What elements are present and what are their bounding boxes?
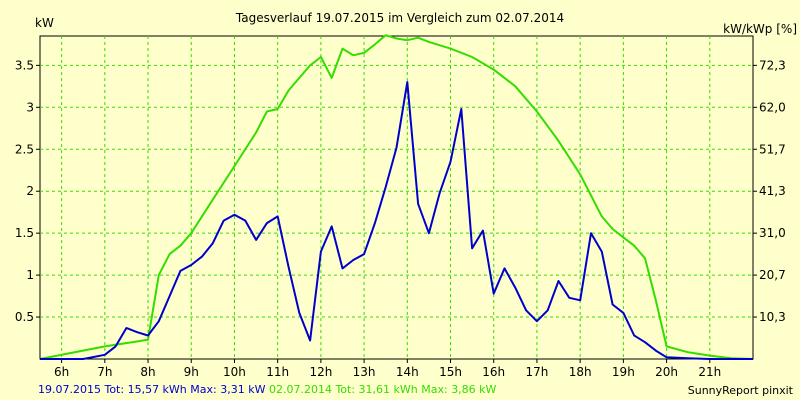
x-tick-label: 9h — [184, 365, 199, 379]
x-tick-label: 16h — [482, 365, 505, 379]
x-tick-label: 8h — [140, 365, 155, 379]
x-tick-label: 14h — [396, 365, 419, 379]
y-tick-label-left: 3.5 — [15, 58, 34, 72]
y-tick-label-right: 10,3 — [759, 310, 786, 324]
y-tick-label-left: 1 — [26, 268, 34, 282]
chart-title: Tagesverlauf 19.07.2015 im Vergleich zum… — [235, 11, 564, 25]
credit-text: SunnyReport pinxit — [687, 384, 793, 397]
series-line — [40, 81, 753, 360]
x-tick-label: 6h — [54, 365, 69, 379]
x-tick-label: 20h — [655, 365, 678, 379]
y-tick-label-right: 20,7 — [759, 268, 786, 282]
x-tick-label: 15h — [439, 365, 462, 379]
y-tick-label-left: 2 — [26, 184, 34, 198]
footer-summary: 19.07.2015 Tot: 15,57 kWh Max: 3,31 kW 0… — [38, 383, 496, 396]
y-tick-label-left: 3 — [26, 100, 34, 114]
y-tick-label-right: 51,7 — [759, 142, 786, 156]
x-tick-label: 10h — [223, 365, 246, 379]
y-tick-label-left: 1.5 — [15, 226, 34, 240]
series-line — [39, 34, 754, 360]
x-tick-label: 18h — [569, 365, 592, 379]
y-tick-label-right: 31,0 — [759, 226, 786, 240]
series1-summary: 19.07.2015 Tot: 15,57 kWh Max: 3,31 kW — [38, 383, 266, 396]
x-tick-label: 21h — [698, 365, 721, 379]
ticks: 6h 7h 8h 9h 10h 11h 12h 13h 14h 15h 16h 17h 18h 19h 20… — [15, 58, 786, 379]
y-tick-label-right: 41,3 — [759, 184, 786, 198]
grid-lines — [40, 36, 753, 359]
x-tick-label: 7h — [97, 365, 112, 379]
x-tick-label: 11h — [266, 365, 289, 379]
x-tick-label: 13h — [353, 365, 376, 379]
plot-area — [39, 35, 754, 360]
series2-summary: 02.07.2014 Tot: 31,61 kWh Max: 3,86 kW — [268, 383, 497, 396]
series-lines — [39, 34, 754, 360]
x-tick-label: 19h — [612, 365, 635, 379]
y-tick-label-right: 72,3 — [759, 58, 786, 72]
y-axis-label-right: kW/kWp [%] — [723, 22, 797, 36]
y-axis-label-left: kW — [35, 16, 54, 30]
y-tick-label-right: 62,0 — [759, 100, 786, 114]
x-tick-label: 12h — [309, 365, 332, 379]
y-tick-label-left: 2.5 — [15, 142, 34, 156]
x-tick-label: 17h — [526, 365, 549, 379]
y-tick-label-left: 0.5 — [15, 310, 34, 324]
